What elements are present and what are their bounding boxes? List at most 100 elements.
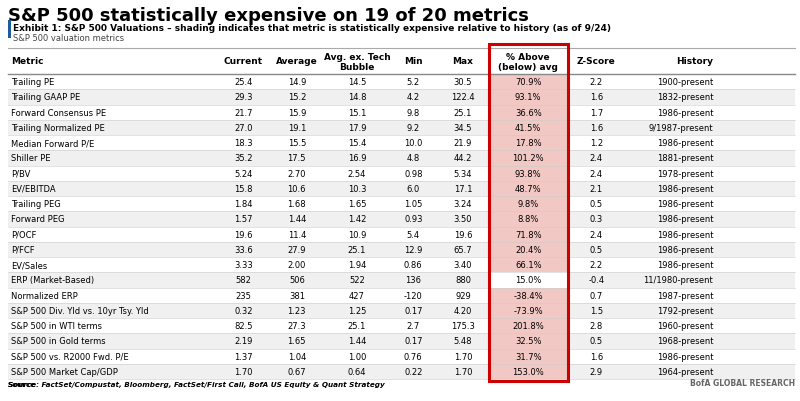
Text: 14.8: 14.8: [348, 93, 366, 102]
Text: 1.04: 1.04: [288, 352, 306, 361]
Text: 1.23: 1.23: [287, 306, 306, 315]
Text: History: History: [676, 57, 714, 66]
Text: 15.4: 15.4: [348, 139, 366, 148]
Text: 1986-present: 1986-present: [657, 352, 714, 361]
Text: -0.4: -0.4: [588, 276, 604, 285]
Text: 122.4: 122.4: [451, 93, 474, 102]
Text: 30.5: 30.5: [454, 78, 472, 87]
Text: 4.20: 4.20: [454, 306, 472, 315]
Text: 1792-present: 1792-present: [657, 306, 714, 315]
Text: 15.5: 15.5: [288, 139, 306, 148]
Text: S&P 500 vs. R2000 Fwd. P/E: S&P 500 vs. R2000 Fwd. P/E: [11, 352, 129, 361]
Text: Trailing PE: Trailing PE: [11, 78, 54, 87]
Text: 93.8%: 93.8%: [515, 169, 542, 178]
Text: 17.9: 17.9: [348, 124, 366, 133]
Text: 21.9: 21.9: [454, 139, 472, 148]
Text: 25.1: 25.1: [454, 108, 472, 117]
Text: 16.9: 16.9: [348, 154, 366, 163]
Text: 71.8%: 71.8%: [515, 230, 542, 239]
Text: Trailing GAAP PE: Trailing GAAP PE: [11, 93, 80, 102]
Bar: [8, 151, 795, 166]
Bar: [490, 212, 566, 227]
Bar: [490, 120, 566, 136]
Text: 1968-present: 1968-present: [657, 336, 714, 346]
Bar: [490, 90, 566, 105]
Text: 25.1: 25.1: [348, 245, 366, 254]
Text: 1986-present: 1986-present: [657, 200, 714, 209]
Bar: [8, 303, 795, 318]
Text: 66.1%: 66.1%: [515, 261, 542, 269]
Bar: [490, 227, 566, 242]
Text: 19.1: 19.1: [288, 124, 306, 133]
Bar: [8, 242, 795, 257]
Text: 15.0%: 15.0%: [515, 276, 542, 285]
Text: 27.3: 27.3: [287, 321, 306, 330]
Text: 25.1: 25.1: [348, 321, 366, 330]
Text: 1986-present: 1986-present: [657, 230, 714, 239]
Text: % Above: % Above: [506, 53, 550, 61]
Text: 27.0: 27.0: [234, 124, 253, 133]
Text: 29.3: 29.3: [234, 93, 253, 102]
Text: 3.33: 3.33: [234, 261, 253, 269]
Text: 0.7: 0.7: [590, 291, 603, 300]
Text: 1.6: 1.6: [590, 93, 603, 102]
Text: 2.4: 2.4: [590, 230, 603, 239]
Bar: [490, 105, 566, 120]
Text: 1.00: 1.00: [348, 352, 366, 361]
Text: 1986-present: 1986-present: [657, 184, 714, 193]
Text: 1986-present: 1986-present: [657, 245, 714, 254]
Text: 1.65: 1.65: [348, 200, 366, 209]
Text: 82.5: 82.5: [234, 321, 253, 330]
Text: 21.7: 21.7: [234, 108, 253, 117]
Text: 1987-present: 1987-present: [657, 291, 714, 300]
Text: 14.9: 14.9: [288, 78, 306, 87]
Bar: [490, 348, 566, 364]
Text: 1978-present: 1978-present: [657, 169, 714, 178]
Text: 9.8: 9.8: [406, 108, 420, 117]
Text: 3.40: 3.40: [454, 261, 472, 269]
Text: 175.3: 175.3: [451, 321, 475, 330]
Text: EV/Sales: EV/Sales: [11, 261, 47, 269]
Text: 1986-present: 1986-present: [657, 139, 714, 148]
Text: P/FCF: P/FCF: [11, 245, 34, 254]
Text: 9.8%: 9.8%: [518, 200, 539, 209]
Text: 5.2: 5.2: [406, 78, 420, 87]
Bar: [8, 364, 795, 379]
Bar: [489, 45, 568, 381]
Text: S&P 500 statistically expensive on 19 of 20 metrics: S&P 500 statistically expensive on 19 of…: [8, 7, 529, 25]
Text: 0.17: 0.17: [404, 306, 422, 315]
Text: 6.0: 6.0: [406, 184, 420, 193]
Text: 1.7: 1.7: [590, 108, 603, 117]
Text: -38.4%: -38.4%: [514, 291, 543, 300]
Text: 0.5: 0.5: [590, 200, 603, 209]
Text: 0.5: 0.5: [590, 245, 603, 254]
Text: 880: 880: [455, 276, 471, 285]
Text: 1.2: 1.2: [590, 139, 603, 148]
Text: Source: Source: [8, 381, 36, 387]
Text: 2.4: 2.4: [590, 169, 603, 178]
Text: 929: 929: [455, 291, 470, 300]
Text: 1.6: 1.6: [590, 124, 603, 133]
Text: 101.2%: 101.2%: [512, 154, 544, 163]
Bar: [8, 120, 795, 136]
Text: 2.9: 2.9: [590, 367, 603, 376]
Bar: [490, 273, 566, 288]
Text: S&P 500 valuation metrics: S&P 500 valuation metrics: [13, 34, 124, 43]
Text: 1881-present: 1881-present: [657, 154, 714, 163]
Text: 1.37: 1.37: [234, 352, 253, 361]
Text: 93.1%: 93.1%: [515, 93, 542, 102]
Text: 0.3: 0.3: [590, 215, 603, 224]
Text: 2.2: 2.2: [590, 261, 603, 269]
Bar: [490, 318, 566, 333]
Text: 70.9%: 70.9%: [515, 78, 542, 87]
Text: 2.4: 2.4: [590, 154, 603, 163]
Text: 1.44: 1.44: [348, 336, 366, 346]
Text: 18.3: 18.3: [234, 139, 253, 148]
Text: Metric: Metric: [11, 57, 43, 66]
Text: 0.76: 0.76: [404, 352, 422, 361]
Text: 8.8%: 8.8%: [518, 215, 539, 224]
Text: 1.70: 1.70: [234, 367, 253, 376]
Text: 34.5: 34.5: [454, 124, 472, 133]
Text: 12.9: 12.9: [404, 245, 422, 254]
Text: 2.19: 2.19: [234, 336, 253, 346]
